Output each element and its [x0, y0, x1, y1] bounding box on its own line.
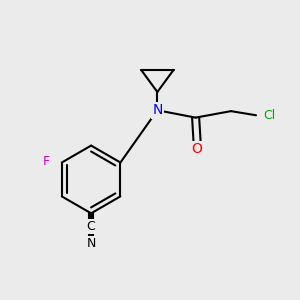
Text: C: C: [87, 220, 95, 233]
Text: Cl: Cl: [263, 109, 276, 122]
Text: N: N: [152, 103, 163, 117]
Text: N: N: [86, 237, 96, 250]
Text: O: O: [192, 142, 203, 156]
Text: F: F: [43, 155, 50, 168]
